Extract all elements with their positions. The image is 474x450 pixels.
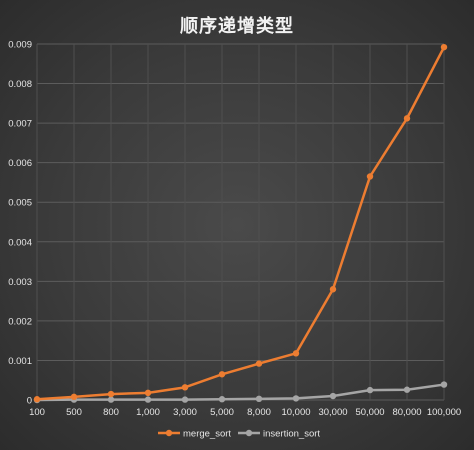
merge-sort-point bbox=[403, 115, 411, 122]
x-tick-label: 5,000 bbox=[210, 407, 234, 418]
merge-sort-point bbox=[33, 396, 41, 403]
chart-title: 顺序递增类型 bbox=[180, 16, 294, 37]
merge-sort-point bbox=[366, 173, 374, 180]
legend-insertion-sort-marker bbox=[245, 429, 253, 437]
insertion-sort-point bbox=[329, 392, 337, 400]
merge-sort-point bbox=[144, 389, 152, 397]
x-tick-label: 30,000 bbox=[318, 407, 347, 418]
y-tick-label: 0.009 bbox=[8, 40, 32, 51]
x-tick-label: 500 bbox=[66, 407, 82, 418]
legend-merge-sort-marker bbox=[165, 429, 173, 437]
merge-sort-point bbox=[218, 371, 226, 378]
x-tick-label: 100 bbox=[29, 407, 45, 418]
merge-sort-point bbox=[255, 360, 263, 367]
insertion-sort-point bbox=[144, 396, 152, 403]
merge-sort-point bbox=[292, 350, 300, 357]
y-tick-label: 0.006 bbox=[8, 158, 32, 169]
merge-sort-point bbox=[440, 43, 448, 51]
insertion-sort-point bbox=[292, 395, 300, 402]
insertion-sort-point bbox=[366, 386, 374, 394]
y-tick-label: 0.005 bbox=[8, 198, 32, 209]
x-tick-label: 1,000 bbox=[136, 407, 160, 418]
insertion-sort-point bbox=[107, 396, 115, 403]
x-tick-label: 800 bbox=[103, 407, 119, 418]
insertion-sort-point bbox=[403, 386, 411, 393]
y-tick-label: 0.003 bbox=[8, 277, 32, 288]
y-tick-label: 0 bbox=[27, 396, 32, 407]
insertion-sort-point bbox=[218, 396, 226, 403]
x-tick-label: 3,000 bbox=[173, 407, 197, 418]
insertion-sort-point bbox=[440, 381, 448, 388]
x-tick-label: 100,000 bbox=[427, 407, 461, 418]
merge-sort-point bbox=[181, 384, 189, 391]
y-tick-label: 0.001 bbox=[8, 356, 32, 367]
x-tick-label: 10,000 bbox=[281, 407, 310, 418]
y-tick-label: 0.004 bbox=[8, 237, 32, 248]
x-tick-label: 80,000 bbox=[392, 407, 421, 418]
y-tick-label: 0.002 bbox=[8, 316, 32, 327]
legend-merge-sort-label: merge_sort bbox=[183, 429, 231, 440]
y-tick-label: 0.007 bbox=[8, 119, 32, 130]
merge-sort-line bbox=[36, 46, 446, 401]
merge-sort-point bbox=[107, 390, 115, 398]
insertion-sort-point bbox=[181, 396, 189, 403]
y-tick-label: 0.008 bbox=[8, 79, 32, 90]
merge-sort-point bbox=[70, 393, 78, 401]
legend-insertion-sort-label: insertion_sort bbox=[263, 429, 320, 440]
insertion-sort-point bbox=[255, 395, 263, 403]
merge-sort-point bbox=[329, 286, 337, 293]
insertion-sort-line bbox=[36, 383, 445, 402]
x-tick-label: 8,000 bbox=[247, 407, 271, 418]
x-tick-label: 50,000 bbox=[355, 407, 384, 418]
